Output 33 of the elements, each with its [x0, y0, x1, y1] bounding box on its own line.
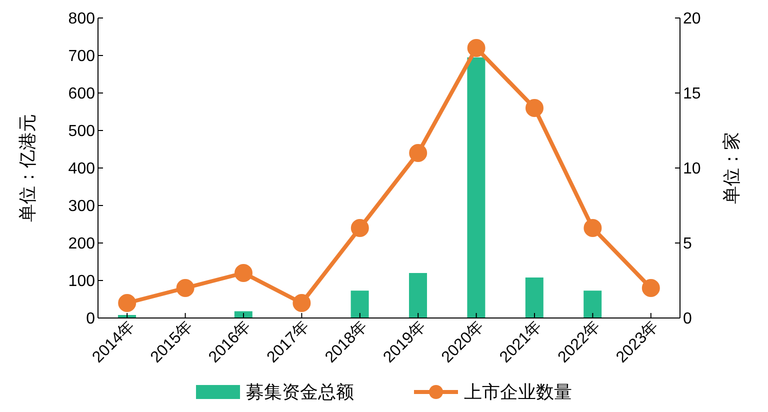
y2-tick-label: 15: [683, 86, 701, 103]
y-tick-label: 500: [68, 123, 96, 140]
point: [176, 279, 194, 297]
point: [409, 144, 428, 162]
y2-axis-title: 单位：家: [721, 132, 742, 204]
y2-tick-label: 5: [683, 236, 692, 253]
y-tick-label: 700: [68, 48, 96, 66]
y-tick-label: 300: [68, 198, 96, 216]
bar: [350, 290, 369, 318]
point: [467, 39, 486, 57]
y2-tick-label: 10: [683, 160, 701, 178]
point: [642, 279, 660, 297]
y2-tick-label: 20: [683, 10, 701, 28]
point: [526, 99, 544, 117]
y2-tick-label: 0: [683, 310, 692, 328]
legend-label: 上市企业数量: [464, 381, 572, 404]
y-tick-label: 200: [68, 236, 96, 253]
y-tick-label: 100: [68, 273, 96, 290]
legend-label: 募集资金总额: [246, 381, 354, 404]
point: [292, 294, 311, 312]
bar: [525, 278, 544, 318]
point: [584, 219, 602, 237]
y-axis-title: 单位：亿港元: [17, 114, 38, 222]
bar: [584, 290, 602, 318]
point: [350, 219, 369, 237]
point: [234, 264, 252, 282]
y-tick-label: 0: [86, 310, 96, 328]
point: [118, 294, 136, 312]
bar: [409, 273, 427, 318]
y-tick-label: 400: [68, 160, 96, 178]
bar: [467, 57, 486, 318]
y-tick-label: 600: [68, 86, 96, 103]
y-tick-label: 800: [68, 10, 96, 28]
